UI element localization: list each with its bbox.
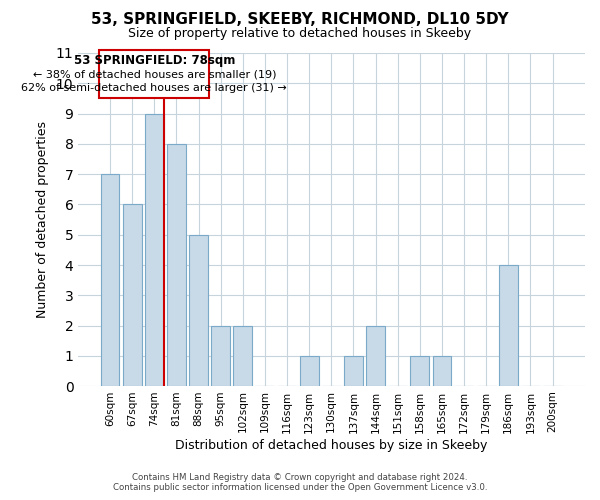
Bar bbox=[189, 235, 208, 386]
Text: 53, SPRINGFIELD, SKEEBY, RICHMOND, DL10 5DY: 53, SPRINGFIELD, SKEEBY, RICHMOND, DL10 … bbox=[91, 12, 509, 28]
Text: Contains HM Land Registry data © Crown copyright and database right 2024.
Contai: Contains HM Land Registry data © Crown c… bbox=[113, 473, 487, 492]
Bar bbox=[145, 114, 164, 386]
Text: 62% of semi-detached houses are larger (31) →: 62% of semi-detached houses are larger (… bbox=[22, 83, 287, 93]
Text: 53 SPRINGFIELD: 78sqm: 53 SPRINGFIELD: 78sqm bbox=[74, 54, 235, 67]
Bar bbox=[211, 326, 230, 386]
Bar bbox=[499, 265, 518, 386]
Y-axis label: Number of detached properties: Number of detached properties bbox=[36, 121, 49, 318]
Text: Size of property relative to detached houses in Skeeby: Size of property relative to detached ho… bbox=[128, 28, 472, 40]
Bar bbox=[233, 326, 252, 386]
Bar bbox=[433, 356, 451, 386]
X-axis label: Distribution of detached houses by size in Skeeby: Distribution of detached houses by size … bbox=[175, 440, 487, 452]
Bar bbox=[344, 356, 363, 386]
Bar bbox=[366, 326, 385, 386]
Bar bbox=[167, 144, 186, 386]
Text: ← 38% of detached houses are smaller (19): ← 38% of detached houses are smaller (19… bbox=[32, 69, 276, 79]
Bar bbox=[410, 356, 429, 386]
Bar bbox=[123, 204, 142, 386]
FancyBboxPatch shape bbox=[100, 50, 209, 98]
Bar bbox=[101, 174, 119, 386]
Bar bbox=[300, 356, 319, 386]
